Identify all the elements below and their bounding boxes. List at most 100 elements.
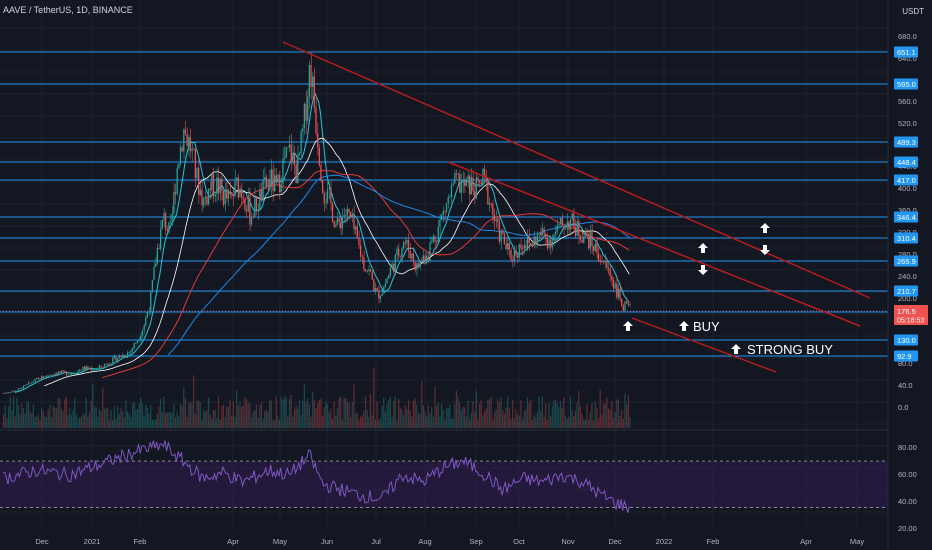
volume-bar: [538, 396, 540, 428]
candle-body: [345, 215, 347, 216]
volume-bar: [510, 418, 512, 428]
annotations[interactable]: BUY STRONG BUY: [623, 223, 833, 357]
symbol-label[interactable]: AAVE / TetherUS, 1D, BINANCE: [3, 5, 133, 15]
volume-bar: [626, 404, 628, 428]
candles[interactable]: [3, 51, 631, 394]
level-badge[interactable]: 346.4: [894, 211, 918, 223]
volume-bar: [531, 419, 534, 428]
candle-body: [93, 369, 96, 371]
candle-body: [323, 192, 325, 203]
volume-bar: [619, 415, 621, 428]
horizontal-levels[interactable]: [0, 51, 888, 357]
candle-body: [3, 393, 5, 394]
level-badge[interactable]: 489.3: [894, 136, 918, 148]
volume-bar: [112, 419, 114, 428]
candle-body: [495, 218, 497, 222]
volume-bar: [249, 402, 251, 428]
volume-bar: [596, 408, 598, 428]
candle-body: [523, 245, 525, 249]
level-badge-bg: [894, 156, 918, 168]
candle-body: [459, 174, 461, 193]
level-badge[interactable]: 448.4: [894, 156, 918, 168]
candle-body: [19, 387, 21, 389]
volume-bar: [416, 404, 418, 428]
candle-body: [407, 240, 410, 251]
volume-bar: [293, 408, 296, 428]
candle-body: [69, 374, 71, 376]
level-badge-text: 417.0: [897, 176, 916, 185]
candle-body: [105, 363, 107, 365]
candle-body: [303, 103, 306, 129]
level-badge[interactable]: 651.1: [894, 46, 918, 58]
volume-bar: [131, 403, 134, 428]
level-badge[interactable]: 417.0: [894, 174, 918, 186]
candle-body: [267, 179, 269, 187]
moving-average-line: [44, 137, 630, 387]
candle-body: [609, 269, 611, 277]
candle-body: [14, 390, 16, 392]
volume-bar: [483, 411, 486, 428]
volume-bar: [57, 398, 59, 428]
volume-bar: [16, 397, 18, 428]
candle-body: [485, 175, 487, 181]
candle-body: [150, 291, 152, 312]
candle-body: [277, 174, 279, 183]
candle-body: [321, 180, 324, 193]
level-badge[interactable]: 130.0: [894, 334, 918, 346]
level-badge-bg: [894, 174, 918, 186]
candle-body: [386, 278, 388, 284]
candle-body: [298, 153, 301, 156]
level-badge[interactable]: 210.7: [894, 285, 918, 297]
candle-body: [83, 366, 86, 370]
volume-bar: [317, 403, 319, 428]
time-axis[interactable]: Dec 2021 Feb Apr May Jun Jul Aug Sep Oct Nov Dec 202…: [35, 537, 864, 546]
level-badge[interactable]: 595.0: [894, 78, 918, 90]
volume-bar: [507, 396, 509, 428]
candle-body: [226, 190, 228, 199]
candle-body: [371, 271, 373, 280]
volume-bar: [498, 402, 501, 428]
candle-body: [513, 250, 515, 261]
volume-bar: [574, 410, 577, 428]
volume-bar: [59, 398, 61, 428]
level-badge[interactable]: 92.9: [894, 350, 918, 362]
volume-bar: [54, 407, 56, 428]
volume-bar: [490, 396, 492, 428]
candle-body: [416, 263, 418, 270]
candle-body: [472, 177, 474, 192]
volume-bar: [364, 396, 367, 428]
rsi-pane[interactable]: [0, 429, 932, 513]
candle-body: [340, 221, 342, 229]
candle-body: [130, 350, 132, 353]
candle-body: [176, 168, 178, 195]
candle-body: [85, 366, 87, 370]
volume-bar: [108, 419, 111, 428]
rsi-tick-label: 60.00: [898, 470, 917, 479]
candle-body: [564, 228, 567, 230]
candle-body: [242, 197, 244, 200]
level-badge[interactable]: 265.9: [894, 255, 918, 267]
candle-body: [393, 263, 395, 272]
volume-bar: [290, 395, 292, 428]
level-badge[interactable]: 310.4: [894, 232, 918, 244]
volume-bar: [226, 406, 228, 428]
candle-body: [282, 158, 284, 185]
volume-bar: [227, 407, 230, 428]
candle-body: [373, 279, 375, 291]
candle-body: [70, 373, 73, 375]
price-tick-label: 280.0: [898, 250, 917, 259]
volume-bar: [102, 387, 104, 428]
descending-channel[interactable]: [282, 41, 871, 373]
candle-body: [164, 213, 167, 230]
volume-bar: [297, 408, 299, 428]
candle-body: [320, 165, 322, 181]
time-tick-label: May: [850, 537, 864, 546]
candle-body: [231, 194, 233, 196]
candle-body: [244, 199, 246, 210]
arrow-shape: [760, 245, 770, 255]
candle-body: [77, 370, 79, 373]
candle-body: [421, 261, 423, 262]
volume-bar: [326, 404, 329, 428]
